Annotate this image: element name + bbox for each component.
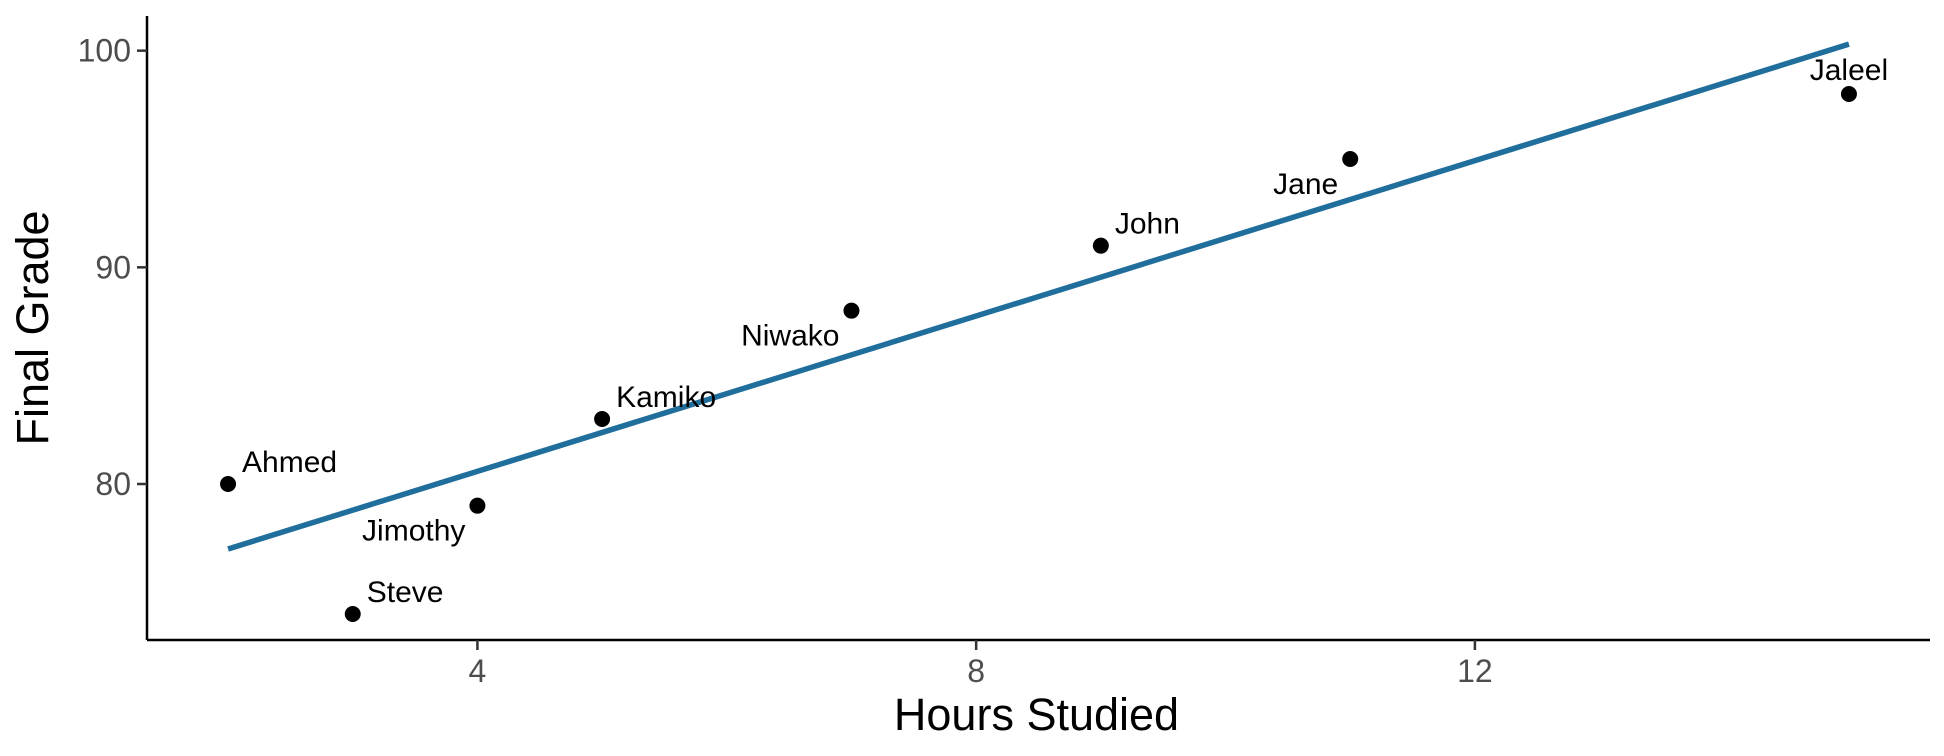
point-label: Steve bbox=[367, 576, 444, 609]
point-label: Ahmed bbox=[242, 446, 337, 479]
y-tick-label: 100 bbox=[78, 33, 131, 69]
point-label: Kamiko bbox=[616, 381, 716, 414]
point-label: John bbox=[1115, 208, 1180, 241]
axes bbox=[145, 16, 1930, 642]
regression-line bbox=[227, 41, 1850, 552]
data-point bbox=[1342, 151, 1359, 167]
point-label: Jaleel bbox=[1810, 54, 1888, 87]
x-axis-title: Hours Studied bbox=[894, 689, 1179, 740]
data-point bbox=[344, 606, 361, 622]
data-point bbox=[469, 497, 486, 514]
y-tick-label: 80 bbox=[95, 466, 131, 502]
x-tick-label: 8 bbox=[967, 653, 985, 689]
x-tick-label: 12 bbox=[1457, 653, 1493, 689]
data-point bbox=[220, 476, 237, 492]
plot-area: Ahmed Steve Jimothy Kamiko Niwako John Jane Jal… bbox=[220, 41, 1888, 622]
y-axis-title: Final Grade bbox=[7, 210, 58, 445]
point-label: Jimothy bbox=[362, 515, 465, 548]
y-tick-label: 90 bbox=[95, 249, 131, 285]
x-tick-label: 4 bbox=[469, 653, 487, 689]
data-point bbox=[1840, 86, 1857, 102]
point-label: Niwako bbox=[741, 320, 839, 353]
ticks: 4 8 12 80 90 100 bbox=[78, 33, 1493, 689]
point-label: Jane bbox=[1273, 168, 1338, 201]
data-point bbox=[1092, 237, 1109, 254]
data-point bbox=[594, 411, 611, 427]
data-point bbox=[843, 302, 860, 319]
